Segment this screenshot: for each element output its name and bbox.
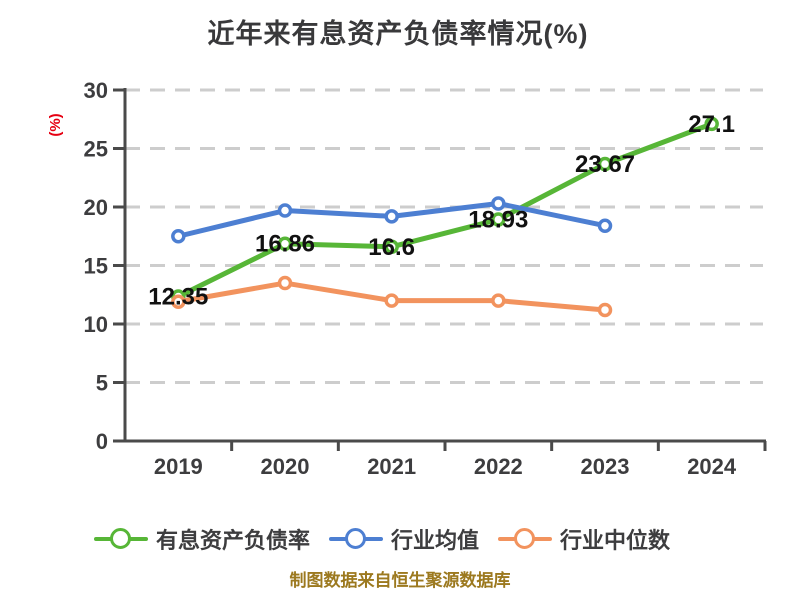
- series-line-0: [175, 121, 715, 300]
- data-label: 16.6: [368, 234, 415, 261]
- data-point-2: [384, 293, 399, 308]
- x-tick-label: 2023: [581, 454, 630, 479]
- legend-item-1[interactable]: 行业均值: [329, 523, 479, 555]
- data-point-1: [171, 229, 186, 244]
- legend-marker-icon: [498, 527, 553, 551]
- data-label: 23.67: [575, 151, 635, 178]
- x-tick-label: 2019: [154, 454, 203, 479]
- chart-legend: 有息资产负债率 行业均值 行业中位数: [0, 522, 800, 556]
- y-tick-label: 30: [84, 78, 108, 103]
- data-label: 27.1: [688, 111, 735, 138]
- data-point-2: [277, 275, 293, 291]
- plot-area: 0 5 10 15 20 25 30 2019 2020 2021 2022 2023 2024 12.3…: [84, 78, 767, 479]
- legend-marker-icon: [94, 527, 148, 551]
- data-label: 16.86: [255, 231, 315, 258]
- data-point-1: [597, 218, 613, 233]
- data-point-1: [491, 196, 506, 211]
- data-source-note: 制图数据来自恒生聚源数据库: [289, 571, 511, 590]
- chart-title: 近年来有息资产负债率情况(%): [207, 19, 589, 49]
- data-label: 18.93: [468, 207, 528, 234]
- y-tick-label: 5: [96, 371, 108, 396]
- data-point-2: [171, 294, 186, 310]
- y-tick-label: 25: [84, 137, 108, 162]
- data-point-0: [597, 156, 613, 172]
- data-point-2: [597, 302, 613, 318]
- legend-item-0[interactable]: 有息资产负债率: [94, 523, 310, 555]
- legend-item-2[interactable]: 行业中位数: [498, 523, 670, 555]
- legend-label: 行业中位数: [560, 528, 671, 553]
- data-label: 12.35: [148, 284, 208, 311]
- legend-label: 有息资产负债率: [156, 528, 311, 553]
- data-point-0: [277, 236, 293, 251]
- data-point-0: [491, 212, 506, 227]
- data-point-1: [384, 209, 399, 224]
- data-point-2: [491, 293, 506, 308]
- y-tick-label: 0: [96, 429, 108, 454]
- x-tick-label: 2024: [687, 454, 737, 479]
- y-tick-label: 15: [84, 254, 108, 279]
- x-tick-label: 2021: [367, 454, 416, 479]
- data-point-0: [384, 239, 399, 255]
- x-tick-label: 2020: [261, 454, 310, 479]
- legend-marker-icon: [329, 527, 384, 551]
- data-point-1: [277, 203, 293, 218]
- chart-canvas: 0 5 10 15 20 25 30 2019 2020 2021 2022 2023 2024 12.3…: [84, 78, 767, 479]
- x-tick-label: 2022: [474, 454, 523, 479]
- data-point-0: [704, 116, 719, 132]
- y-tick-label: 20: [84, 195, 108, 220]
- y-tick-label: 10: [84, 312, 108, 337]
- legend-label: 行业均值: [391, 528, 480, 553]
